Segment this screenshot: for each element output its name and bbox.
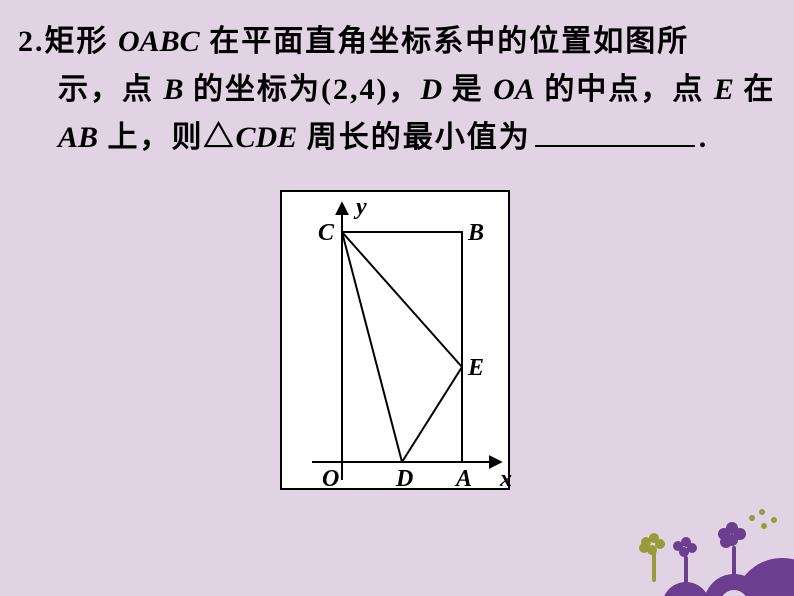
seg-ab: AB [58, 121, 98, 154]
svg-text:O: O [322, 466, 339, 492]
problem-number: 2. [18, 25, 45, 58]
line-1: 2.矩形 OABC 在平面直角坐标系中的位置如图所 [18, 18, 776, 66]
svg-text:D: D [395, 466, 413, 492]
point-e: E [714, 73, 734, 106]
figure-container: y x O D A C B E [280, 190, 510, 490]
svg-text:A: A [454, 466, 472, 492]
answer-blank [535, 114, 695, 147]
point-b: B [164, 73, 184, 106]
line-2: 示，点 B 的坐标为(2,4)，D 是 OA 的中点，点 E 在 [18, 66, 776, 114]
point-d: D [421, 73, 443, 106]
decorative-corner [614, 456, 794, 596]
rect-oabc: OABC [118, 25, 200, 58]
svg-text:C: C [318, 220, 335, 246]
svg-text:E: E [467, 355, 484, 381]
problem-text: 2.矩形 OABC 在平面直角坐标系中的位置如图所 示，点 B 的坐标为(2,4… [18, 18, 776, 162]
svg-text:x: x [499, 466, 512, 492]
figure-svg: y x O D A C B E [282, 192, 512, 492]
tri-cde: CDE [236, 121, 298, 154]
line-3: AB 上，则△CDE 周长的最小值为. [18, 114, 776, 162]
svg-text:B: B [467, 220, 484, 246]
seg-oa: OA [493, 73, 535, 106]
svg-text:y: y [353, 194, 367, 220]
